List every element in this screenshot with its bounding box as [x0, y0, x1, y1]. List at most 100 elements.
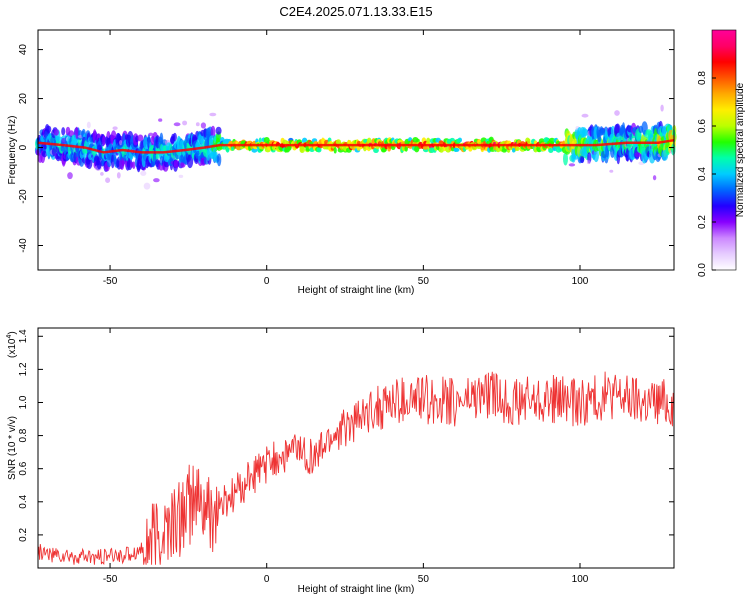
spectrogram-cell [116, 172, 121, 179]
snr-panel: -50 0 50 100 0.2 0.4 0.6 0.8 1.0 1.2 1.4 Height o… [6, 327, 675, 595]
x-tick-label: 100 [572, 574, 589, 585]
spectrogram-cell [548, 137, 556, 144]
colorbar-ramp [711, 29, 737, 271]
spectrogram-cell [438, 147, 444, 153]
spectrogram-cell [614, 110, 620, 116]
spectrogram-cell [366, 137, 372, 144]
x-tick-label: 100 [572, 276, 589, 287]
spectrogram-frame [37, 29, 675, 271]
colorbar-tick-label: 0.2 [697, 215, 708, 229]
snr-plot-area [38, 328, 674, 568]
y-tick-label: 0 [18, 144, 29, 150]
spectrogram-cell [568, 163, 576, 167]
spectrogram-cell [212, 148, 217, 162]
colorbar: 0.0 0.2 0.4 0.6 0.8 Normalized spectral ampl… [697, 29, 746, 277]
spectrogram-cell [119, 140, 123, 146]
spectrogram-x-ticks: -50 0 50 100 [103, 30, 589, 287]
colorbar-label: Normalized spectral amplitude [735, 82, 746, 217]
spectrogram-cell [45, 125, 52, 133]
spectrogram-cell [287, 145, 292, 151]
spectrogram-cell [426, 137, 431, 144]
spectrogram-cell [225, 146, 230, 153]
spectrogram-cell [456, 138, 461, 143]
spectrogram-cell [453, 147, 460, 152]
spectrogram-cell [172, 132, 177, 142]
y-tick-label: 1.2 [18, 362, 29, 376]
snr-series-line [37, 371, 675, 566]
spectrogram-cell [515, 146, 520, 151]
spectrogram-cell [251, 148, 258, 153]
y-tick-label: 1.0 [18, 395, 29, 409]
colorbar-tick-label: 0.0 [697, 263, 708, 277]
spectrogram-cell [609, 169, 614, 173]
spectrogram-cell [195, 122, 200, 127]
spectrogram-cell [102, 135, 106, 146]
spectrogram-cell [216, 153, 222, 167]
spectrogram-cell [563, 152, 568, 166]
spectrogram-cell [86, 121, 91, 129]
spectrogram-cell [173, 122, 181, 127]
spectrogram-cell [182, 120, 188, 126]
spectrogram-cell [148, 132, 154, 136]
spectrogram-cell [335, 139, 341, 145]
spectrogram-cell [527, 138, 531, 145]
spectrogram-cell [140, 170, 147, 176]
y-tick-label: 20 [18, 93, 29, 105]
spectrogram-cell [137, 134, 144, 142]
y-tick-label: 40 [18, 44, 29, 56]
spectrogram-cell [597, 132, 602, 143]
colorbar-tick-label: 0.6 [697, 119, 708, 133]
spectrogram-ridge [37, 138, 675, 154]
x-tick-label: 50 [418, 276, 430, 287]
spectrogram-cell [610, 125, 615, 138]
spectrogram-cell [210, 125, 216, 139]
x-tick-label: 0 [264, 276, 270, 287]
spectrogram-cell [178, 174, 184, 178]
spectrogram-cell [619, 124, 625, 135]
spectrogram-cell [158, 118, 163, 122]
x-tick-label: 50 [418, 574, 430, 585]
spectrogram-x-label: Height of straight line (km) [298, 285, 415, 296]
snr-y-label: SNR (10 * v/v) [7, 416, 18, 480]
spectrogram-cell [132, 161, 136, 169]
snr-x-ticks: -50 0 50 100 [103, 328, 589, 585]
spectrogram-cell [112, 126, 118, 130]
spectrogram-cell [75, 126, 79, 139]
spectrogram-cell [173, 160, 180, 168]
spectrogram-y-label: Frequency (Hz) [7, 116, 18, 185]
snr-multiplier-exp: 4 [6, 335, 13, 339]
y-tick-label: 0.2 [18, 528, 29, 542]
spectrogram-cell [587, 160, 591, 165]
spectrogram-cell [381, 147, 387, 153]
spectrogram-cell [209, 112, 217, 117]
colorbar-tick-label: 0.8 [697, 71, 708, 85]
x-tick-label: 0 [264, 574, 270, 585]
spectrogram-cell [548, 148, 554, 153]
snr-x-label: Height of straight line (km) [298, 584, 415, 595]
y-tick-label: 0.8 [18, 428, 29, 442]
spectrogram-cell [404, 146, 408, 152]
spectrogram-cell [652, 175, 657, 181]
snr-multiplier: (x104) [6, 331, 18, 358]
spectrogram-cell [110, 154, 115, 169]
spectrogram-cell [100, 172, 104, 176]
spectrogram-cell [143, 182, 151, 190]
figure-title: C2E4.2025.071.13.33.E15 [279, 4, 432, 19]
spectrogram-cell [634, 152, 641, 158]
y-tick-label: -40 [18, 238, 29, 253]
spectrogram-cell [512, 148, 516, 153]
spectrogram-cell [593, 148, 599, 163]
x-tick-label: -50 [103, 574, 118, 585]
colorbar-tick-label: 0.4 [697, 167, 708, 181]
y-tick-label: 1.4 [18, 329, 29, 343]
spectrogram-cell [67, 172, 73, 180]
spectrogram-panel: -50 0 50 100 -40 -20 0 20 40 Height of straight… [7, 29, 677, 296]
colorbar-ticks: 0.0 0.2 0.4 0.6 0.8 [697, 71, 716, 277]
snr-frame [37, 327, 675, 569]
spectrogram-cell [316, 147, 322, 153]
y-tick-label: -20 [18, 189, 29, 204]
svg-text:(x104): (x104) [6, 331, 18, 358]
spectrogram-y-ticks: -40 -20 0 20 40 [18, 44, 674, 253]
spectrogram-cell [53, 129, 60, 136]
